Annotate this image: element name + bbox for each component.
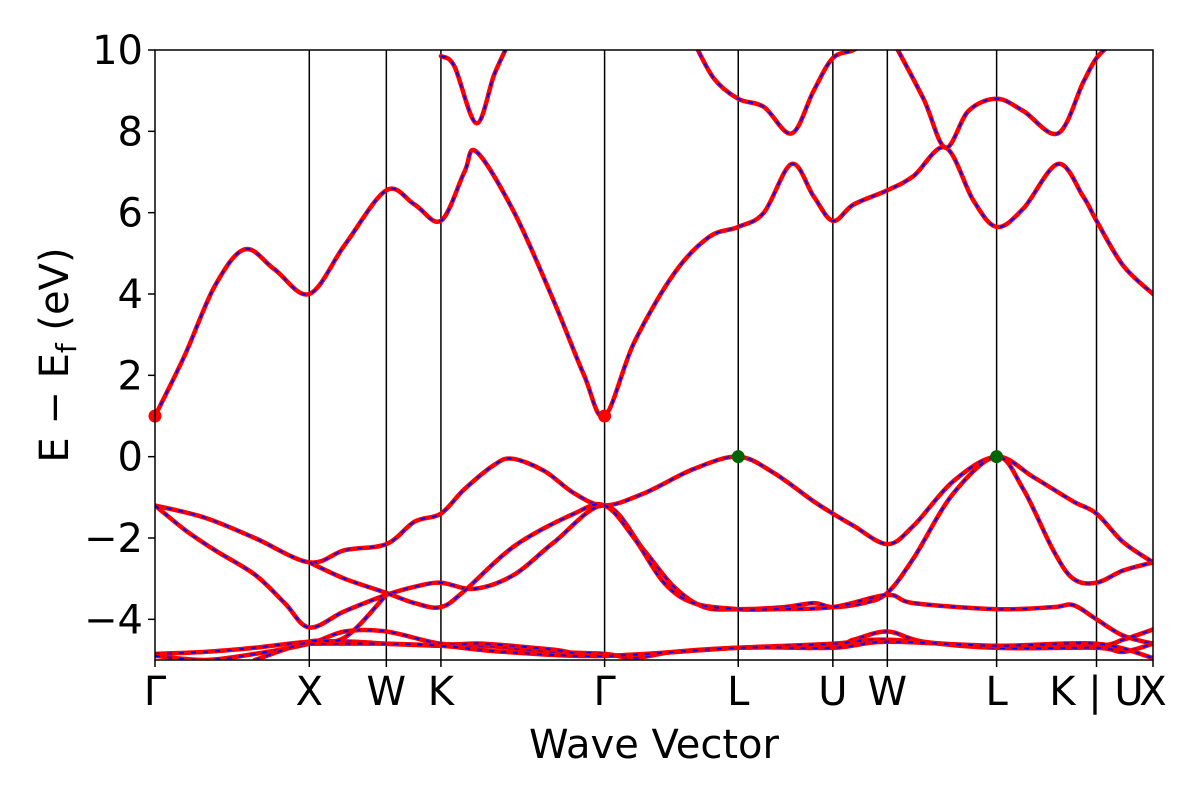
x-tick-label-5: L — [727, 669, 750, 715]
band-9-line — [307, 639, 1153, 660]
band-5-line — [155, 454, 1153, 630]
band-5-dashed-line — [155, 455, 1153, 629]
x-tick-label-4: Γ — [593, 669, 616, 715]
y-tick-label-5: 0 — [118, 435, 143, 481]
y-tick-label-0: 10 — [92, 28, 143, 74]
band-6-dashed-line — [308, 503, 1153, 645]
x-tick-label-6: U — [818, 669, 847, 715]
band-0-line — [155, 145, 1153, 419]
x-tick-label-7: W — [868, 669, 908, 715]
band-3-dashed-line — [896, 50, 1106, 149]
x-tick-label-8: L — [985, 669, 1008, 715]
band-0-dashed-line — [155, 146, 1153, 418]
x-tick-label-0: Γ — [144, 669, 167, 715]
band-3-line — [895, 50, 1108, 150]
y-axis-label-sub: f — [50, 342, 83, 353]
y-tick-label-4: 2 — [118, 353, 143, 399]
vbm-marker-2 — [731, 450, 745, 464]
y-axis-label-main: E − E — [32, 353, 78, 463]
y-axis-label-unit: (eV) — [32, 247, 78, 343]
plot-frame — [154, 49, 1154, 661]
x-tick-label-10: X — [1139, 669, 1166, 715]
y-tick-label-2: 6 — [118, 191, 143, 237]
band-edge-markers — [148, 409, 1004, 464]
cbm-marker-1 — [598, 409, 612, 423]
x-tick-label-9: K | U — [1049, 669, 1143, 715]
band-10-dashed-line — [254, 594, 388, 660]
band-1-line — [438, 50, 508, 126]
y-axis-label: E − Ef (eV) — [32, 247, 83, 462]
y-tick-label-6: −2 — [84, 516, 143, 562]
y-tick-label-3: 4 — [118, 272, 143, 318]
y-tick-label-1: 8 — [118, 109, 143, 155]
y-axis-ticks: 10 8 6 4 2 0 −2 −4 — [84, 28, 155, 643]
band-1-dashed-line — [440, 50, 507, 125]
band-6-line — [307, 501, 1153, 646]
band-4-line — [155, 454, 1153, 565]
band-lines — [155, 50, 1153, 660]
band-2-dashed-line — [696, 50, 856, 135]
x-axis-label: Wave Vector — [529, 722, 780, 768]
y-tick-label-7: −4 — [84, 597, 143, 643]
kpoint-lines — [308, 50, 1098, 660]
vbm-marker-3 — [990, 450, 1004, 464]
band-4-dashed-line — [155, 455, 1153, 564]
x-tick-label-1: X — [296, 669, 323, 715]
x-tick-label-3: K — [428, 669, 456, 715]
x-tick-label-2: W — [367, 669, 407, 715]
